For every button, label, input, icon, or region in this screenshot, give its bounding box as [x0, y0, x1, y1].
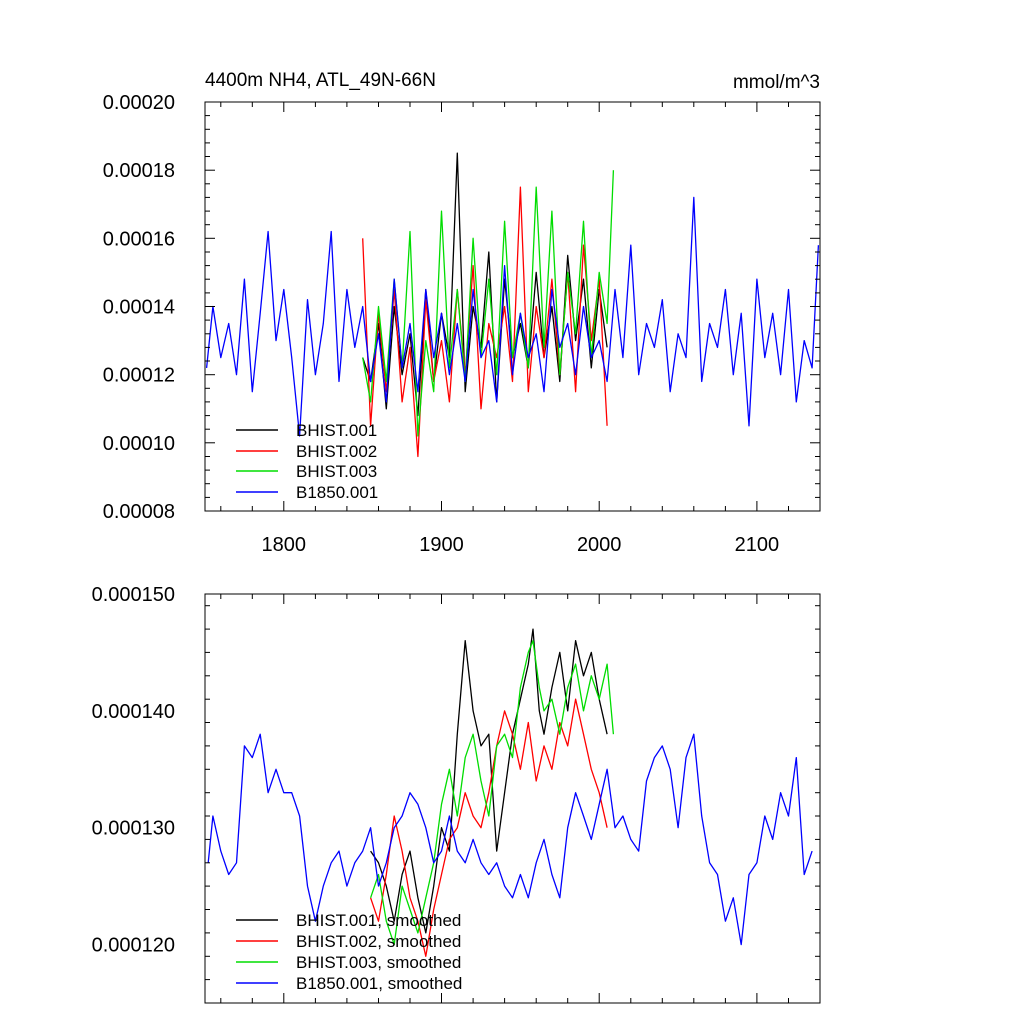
legend-label-bhist001: BHIST.001	[296, 421, 377, 440]
top-series-layer	[205, 152, 820, 458]
series-line-b1850-001-smoothed	[207, 733, 813, 946]
x-tick-label: 1800	[262, 534, 307, 556]
series-line-bhist-002-smoothed	[369, 698, 608, 957]
bottom-legend: BHIST.001, smoothed BHIST.002, smoothed …	[236, 911, 462, 993]
series-line-bhist-003	[362, 170, 615, 437]
x-tick-label: 2000	[577, 534, 622, 556]
y-tick-label: 0.000150	[92, 584, 175, 606]
legend-label-bhist002: BHIST.002	[296, 442, 377, 461]
legend-label-b1850001: B1850.001	[296, 483, 378, 502]
legend-label-bhist003: BHIST.003	[296, 462, 377, 481]
top-legend: BHIST.001 BHIST.002 BHIST.003 B1850.001	[236, 421, 378, 502]
x-tick-label: 2100	[735, 534, 780, 556]
bottom-panel: 0.000120 0.000130 0.000140 0.000150 BHIST.0…	[92, 584, 821, 1004]
y-tick-label: 0.00018	[103, 160, 175, 182]
series-line-bhist-003-smoothed	[369, 640, 615, 946]
y-tick-label: 0.00008	[103, 501, 175, 523]
x-tick-label: 1900	[419, 534, 464, 556]
bottom-series-layer	[207, 628, 813, 957]
top-ticks: 1800 1900 2000 2100 0.00008 0.00010 0.00012 0.0…	[103, 92, 821, 556]
legend-label-bhist002-smoothed: BHIST.002, smoothed	[296, 932, 461, 951]
series-line-b1850-001	[205, 196, 820, 437]
units-label: mmol/m^3	[733, 72, 820, 93]
y-tick-label: 0.00020	[103, 92, 175, 114]
series-line-bhist-001	[362, 152, 608, 417]
y-tick-label: 0.00010	[103, 433, 175, 455]
y-tick-label: 0.00016	[103, 228, 175, 250]
legend-label-bhist001-smoothed: BHIST.001, smoothed	[296, 911, 461, 930]
bottom-ticks: 0.000120 0.000130 0.000140 0.000150	[92, 584, 821, 1004]
legend-label-bhist003-smoothed: BHIST.003, smoothed	[296, 953, 461, 972]
y-tick-label: 0.000140	[92, 701, 175, 723]
y-tick-label: 0.00014	[103, 297, 175, 319]
y-tick-label: 0.000120	[92, 935, 175, 957]
y-tick-label: 0.000130	[92, 818, 175, 840]
top-panel: 4400m NH4, ATL_49N-66N mmol/m^3 1800 1900…	[103, 70, 821, 556]
series-line-bhist-001-smoothed	[370, 628, 608, 934]
chart-title: 4400m NH4, ATL_49N-66N	[205, 70, 436, 91]
bottom-plot-frame	[204, 593, 821, 1004]
legend-label-b1850001-smoothed: B1850.001, smoothed	[296, 974, 462, 993]
y-tick-label: 0.00012	[103, 365, 175, 387]
